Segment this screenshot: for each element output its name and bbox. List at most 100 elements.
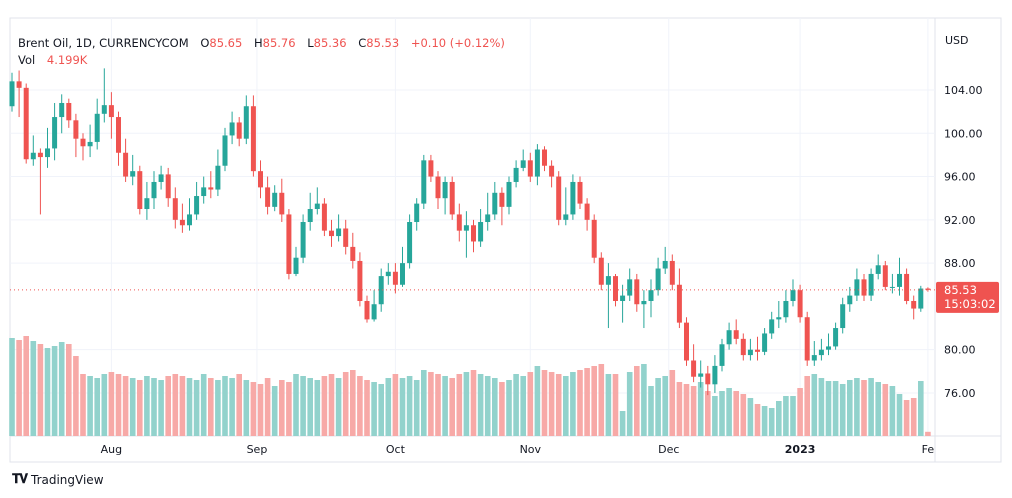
candle-body	[463, 225, 469, 231]
volume-value: 4.199K	[46, 53, 88, 67]
volume-bar	[875, 382, 881, 436]
volume-bar	[293, 374, 299, 436]
volume-bar	[484, 376, 491, 436]
candle	[613, 273, 618, 307]
volume-bar	[108, 372, 115, 436]
candle-body	[456, 214, 462, 231]
candle	[804, 311, 810, 366]
candle	[875, 254, 881, 280]
candle-body	[314, 203, 320, 210]
volume-bar	[215, 380, 221, 436]
volume-bar	[200, 374, 207, 436]
candle	[66, 98, 72, 128]
candle-body	[414, 203, 420, 223]
candle	[37, 148, 43, 215]
volume-bar	[839, 384, 846, 436]
candle	[265, 176, 271, 215]
volume-bar	[825, 381, 832, 436]
symbol-title[interactable]: Brent Oil, 1D, CURRENCYCOM	[18, 36, 189, 50]
candle	[307, 192, 313, 231]
volume-bar	[847, 380, 853, 436]
candle-body	[172, 198, 178, 220]
candle	[364, 295, 370, 323]
volume-bar	[229, 378, 235, 436]
candle-body	[471, 225, 476, 242]
volume-bar	[122, 376, 129, 436]
candle	[662, 246, 668, 274]
candle-body	[861, 279, 867, 296]
volume-bar	[236, 374, 242, 436]
candle	[676, 268, 682, 329]
volume-bar	[172, 374, 179, 436]
price-tick-label: 100.00	[944, 127, 983, 140]
candle-body	[165, 174, 171, 199]
candle	[286, 209, 292, 280]
volume-bar	[563, 376, 569, 436]
candle	[783, 290, 789, 323]
candle-body	[329, 230, 334, 237]
volume-bar	[321, 376, 328, 436]
candle	[400, 246, 405, 287]
candle-body	[733, 330, 739, 339]
candle-body	[868, 273, 874, 296]
candle-body	[123, 152, 129, 177]
volume-bar	[44, 348, 51, 436]
time-tick-label: Oct	[386, 443, 406, 456]
candle-body	[357, 260, 363, 301]
candle-body	[620, 295, 626, 301]
volume-bar	[697, 382, 704, 436]
volume-bar	[726, 388, 732, 436]
change-value: +0.10 (+0.12%)	[410, 36, 505, 50]
candle	[854, 268, 860, 301]
volume-bar	[158, 380, 164, 436]
candle-body	[811, 355, 817, 361]
candle-body	[336, 228, 342, 237]
volume-bar	[257, 384, 264, 436]
candle-body	[52, 117, 58, 149]
candle-body	[116, 117, 121, 153]
candle	[769, 311, 775, 339]
volume-bar	[612, 374, 619, 436]
candle	[755, 336, 760, 361]
candle-body	[179, 219, 185, 226]
volume-bar	[648, 386, 654, 436]
candle-body	[847, 295, 853, 305]
candle-body	[66, 102, 72, 121]
candle	[130, 154, 136, 186]
volume-bar	[477, 374, 484, 436]
candle	[897, 257, 902, 296]
candle	[520, 149, 526, 172]
volume-bar	[790, 396, 796, 436]
tradingview-branding[interactable]: 𝐓𝐕 TradingView	[12, 472, 104, 487]
volume-bar	[421, 370, 427, 436]
open-value: 85.65	[209, 36, 243, 50]
high-label: H	[253, 36, 263, 50]
candle	[201, 176, 207, 204]
candle	[570, 174, 576, 220]
candle	[187, 198, 192, 231]
candle-body	[265, 187, 271, 207]
volume-bar	[385, 378, 392, 436]
time-tick-label: Nov	[520, 443, 542, 456]
volume-bar	[307, 378, 313, 436]
candle-body	[108, 105, 114, 118]
candle-body	[94, 113, 100, 142]
currency-unit[interactable]: USD	[945, 34, 969, 47]
candle	[94, 98, 100, 150]
volume-bar	[442, 376, 448, 436]
candle-body	[605, 276, 611, 285]
candle	[463, 211, 469, 258]
volume-bar	[94, 378, 100, 436]
candle-body	[236, 122, 242, 139]
candle	[747, 338, 753, 361]
time-tick-label: Aug	[101, 443, 122, 456]
candle	[648, 279, 654, 318]
candle	[30, 135, 36, 166]
candle	[407, 214, 413, 269]
volume-bar	[37, 344, 44, 436]
candle	[918, 285, 924, 312]
volume-bar	[626, 372, 633, 436]
volume-bar	[925, 431, 931, 436]
candle-body	[250, 106, 256, 172]
